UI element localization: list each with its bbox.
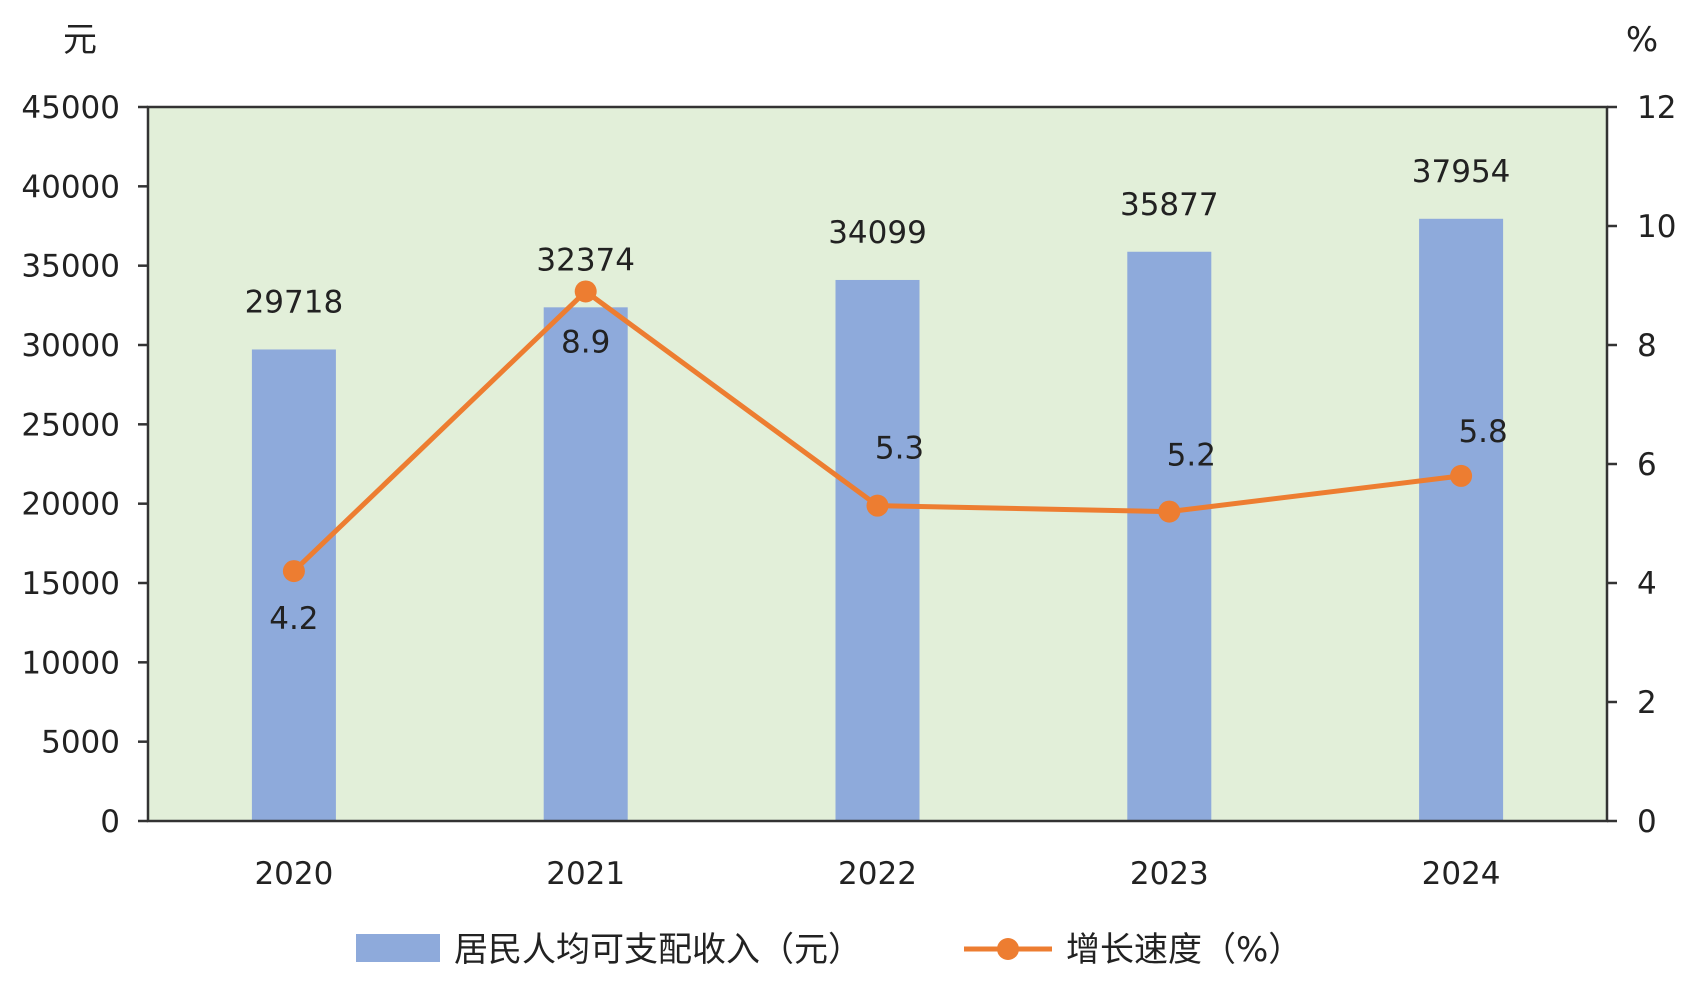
- growth-value-label: 4.2: [269, 601, 318, 637]
- growth-value-label: 5.3: [875, 431, 924, 467]
- legend-bar-swatch: [356, 934, 440, 962]
- left-axis-tick-label: 35000: [21, 249, 120, 285]
- left-axis-tick-label: 30000: [21, 328, 120, 364]
- left-axis-tick-label: 10000: [21, 645, 120, 681]
- axes-layer: 0 5000 10000 15000 20000 25000 30000 35000 40000…: [21, 20, 1676, 892]
- bar-2024: [1419, 218, 1504, 822]
- left-axis-unit: 元: [63, 20, 97, 60]
- labels-layer: 29718 32374 34099 35877 37954 4.2 8.9 5.3 5.2 5.8: [245, 154, 1511, 637]
- left-axis-tick-label: 40000: [21, 169, 120, 205]
- bar-2023: [1127, 251, 1212, 822]
- growth-point-2020: [282, 560, 305, 583]
- legend-line-marker: [997, 938, 1019, 960]
- bar-value-label: 37954: [1412, 154, 1511, 190]
- x-axis-tick-label: 2024: [1422, 856, 1501, 892]
- bar-value-label: 29718: [245, 284, 344, 320]
- bar-value-label: 34099: [828, 215, 927, 251]
- bar-2020: [251, 349, 336, 821]
- legend: 居民人均可支配收入（元） 增长速度（%）: [356, 930, 1302, 970]
- bar-value-label: 35877: [1120, 187, 1219, 223]
- growth-point-2022: [866, 494, 889, 517]
- growth-point-2021: [574, 280, 597, 303]
- bar-2021: [543, 307, 628, 821]
- x-axis-tick-label: 2023: [1130, 856, 1209, 892]
- bar-2022: [835, 279, 920, 821]
- growth-point-2023: [1158, 500, 1181, 523]
- legend-line-label: 增长速度（%）: [1066, 930, 1302, 970]
- right-axis-tick-label: 12: [1637, 90, 1676, 126]
- right-axis-tick-label: 8: [1637, 328, 1657, 364]
- x-axis-tick-label: 2020: [254, 856, 333, 892]
- left-axis-tick-label: 45000: [21, 90, 120, 126]
- left-axis-tick-label: 0: [100, 804, 120, 840]
- left-axis-tick-label: 15000: [21, 566, 120, 602]
- growth-value-label: 8.9: [561, 324, 610, 360]
- growth-value-label: 5.2: [1167, 438, 1216, 474]
- right-axis-unit: %: [1626, 20, 1658, 60]
- left-axis-tick-label: 5000: [41, 725, 120, 761]
- right-axis-tick-label: 6: [1637, 447, 1657, 483]
- line-layer: [282, 280, 1473, 583]
- x-axis-tick-label: 2022: [838, 856, 917, 892]
- legend-bar-label: 居民人均可支配收入（元）: [454, 930, 862, 970]
- right-axis-tick-label: 10: [1637, 209, 1676, 245]
- left-axis-tick-label: 25000: [21, 407, 120, 443]
- bar-value-label: 32374: [536, 242, 635, 278]
- right-axis-tick-label: 4: [1637, 566, 1657, 602]
- x-axis-tick-label: 2021: [546, 856, 625, 892]
- right-axis-tick-label: 2: [1637, 685, 1657, 721]
- right-axis-tick-label: 0: [1637, 804, 1657, 840]
- left-axis-tick-label: 20000: [21, 487, 120, 523]
- growth-value-label: 5.8: [1458, 414, 1507, 450]
- bars-layer: [251, 218, 1504, 822]
- growth-point-2024: [1450, 464, 1473, 487]
